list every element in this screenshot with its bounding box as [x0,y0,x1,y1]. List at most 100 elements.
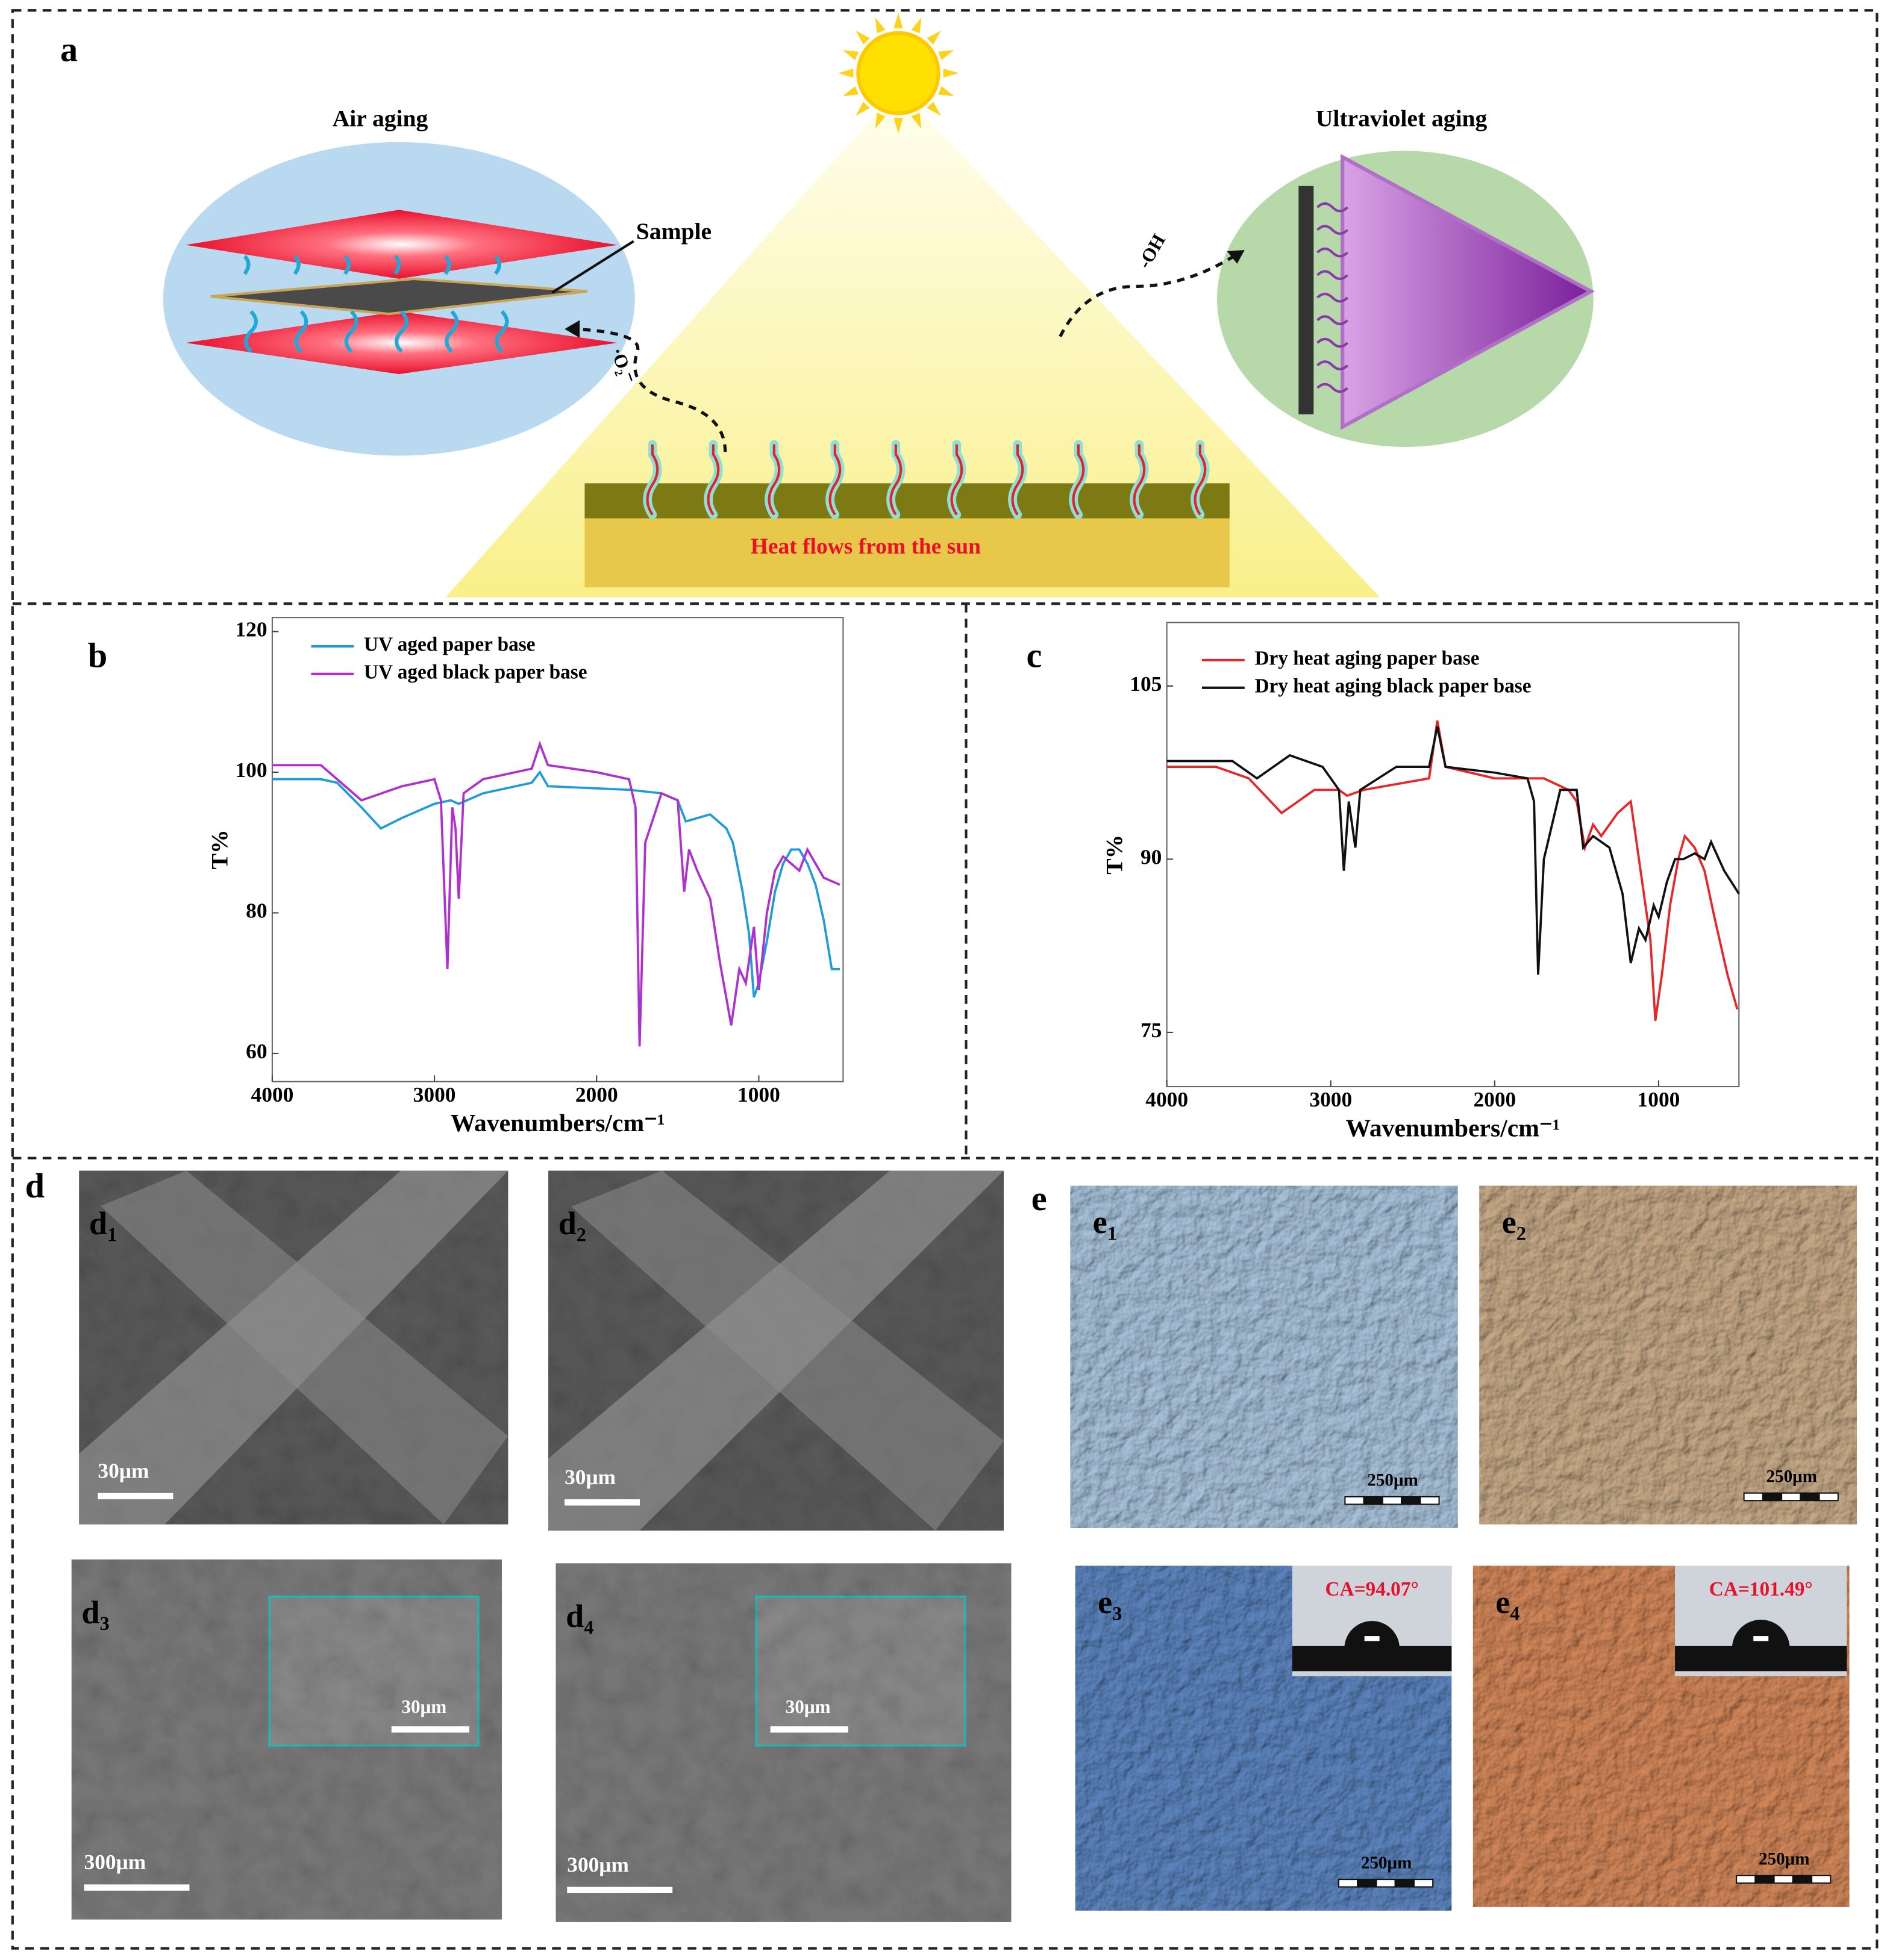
sun-ray [893,117,903,134]
label: CA=101.49° [1709,1578,1813,1600]
uv-wave [1316,247,1349,258]
scale-segment [1792,1874,1813,1884]
heat-wave [950,444,963,516]
vapor [343,255,351,275]
uv-wave [1316,360,1349,370]
letter: e [1098,1585,1112,1621]
scale-segment [1773,1874,1794,1884]
profilometry-image [1070,1185,1458,1529]
sun-ray [856,30,870,45]
heat-wave [889,444,903,516]
heat-plate [186,210,618,279]
label: 120 [235,617,267,641]
subscript: 4 [584,1617,593,1639]
subscript: 1 [1107,1223,1117,1245]
label: 4000 [251,1082,294,1106]
plot-frame [271,617,844,1082]
vapor [445,310,459,353]
vapor [293,255,301,275]
label: UV aged black paper base [364,661,587,684]
sun [856,31,940,116]
vapor [344,310,358,353]
vapor [294,310,308,353]
label: 100 [235,758,267,782]
label: 2000 [1473,1087,1516,1111]
label: 75 [1141,1018,1162,1042]
vapor [495,310,509,353]
label: e [1031,1179,1047,1218]
subscript: 2 [577,1225,586,1246]
label: Sample [636,218,712,245]
o2-arrow [574,327,727,452]
sun-ray [893,13,903,28]
uv-wave [1316,315,1349,325]
subscript: 3 [99,1613,109,1635]
label: Air aging [333,105,428,132]
scale-segment [1363,1496,1383,1505]
subscript: 4 [1510,1603,1519,1625]
panel-sublabel: e3 [1098,1585,1122,1625]
label: Ultraviolet aging [1316,105,1488,132]
series-line [1166,726,1740,975]
scale-bar [770,1726,848,1733]
label: b [88,635,107,675]
label: a [60,30,78,69]
sun-ray [911,113,922,129]
substrate [1675,1646,1847,1671]
label: 1000 [1638,1087,1680,1111]
heat-wave [768,444,781,516]
letter: e [1495,1585,1510,1621]
inset [266,1594,481,1749]
fiber [100,1170,509,1525]
heat-wave [828,444,842,516]
heat-wave [1072,444,1085,516]
heat-wave [646,444,659,516]
slab-top [584,483,1230,519]
scale-segment [1736,1874,1756,1884]
label: 105 [1130,672,1162,696]
scale-segment [1338,1879,1359,1888]
uv-wave [1316,382,1349,393]
uv-wave [1316,292,1349,303]
letter: d [566,1598,584,1634]
label: -OH [1133,231,1169,272]
panel-sublabel: d3 [81,1594,109,1635]
vapor [393,255,401,275]
scale-segment [1419,1496,1440,1505]
arrowhead [565,320,580,338]
vapor [243,255,251,275]
droplet [1344,1621,1400,1649]
substrate [1292,1646,1452,1671]
sun-ray [842,86,859,96]
uv-lamp [1341,154,1595,430]
label: Dry heat aging paper base [1254,648,1479,670]
label: 3000 [413,1082,456,1106]
label: UV aged paper base [364,634,536,656]
label: Wavenumbers/cm⁻¹ [1346,1114,1560,1142]
scale-segment [1762,1492,1783,1502]
pointer [551,240,634,294]
label: Heat flows from the sun [751,534,981,559]
letter: e [1502,1205,1516,1241]
scale-segment [1743,1492,1763,1502]
sample-sheet [210,277,587,316]
profilometry-image [1479,1185,1857,1525]
scale-segment [1394,1879,1415,1888]
subscript: 3 [1112,1603,1122,1625]
droplet-glint [1364,1636,1380,1641]
sun-ray [927,101,941,116]
label: 30μm [786,1696,831,1717]
label: 1000 [737,1082,780,1106]
vapor [244,310,258,353]
scale-segment [1818,1492,1839,1502]
label: d [25,1166,45,1205]
panel-sublabel: e2 [1502,1205,1526,1245]
label: 30μm [401,1696,446,1717]
heat-wave [707,444,720,516]
label: Wavenumbers/cm⁻¹ [451,1110,665,1137]
scale-segment [1382,1496,1403,1505]
sun-ray [875,17,886,34]
sun-ray [911,17,922,34]
sun-ray [938,50,954,60]
